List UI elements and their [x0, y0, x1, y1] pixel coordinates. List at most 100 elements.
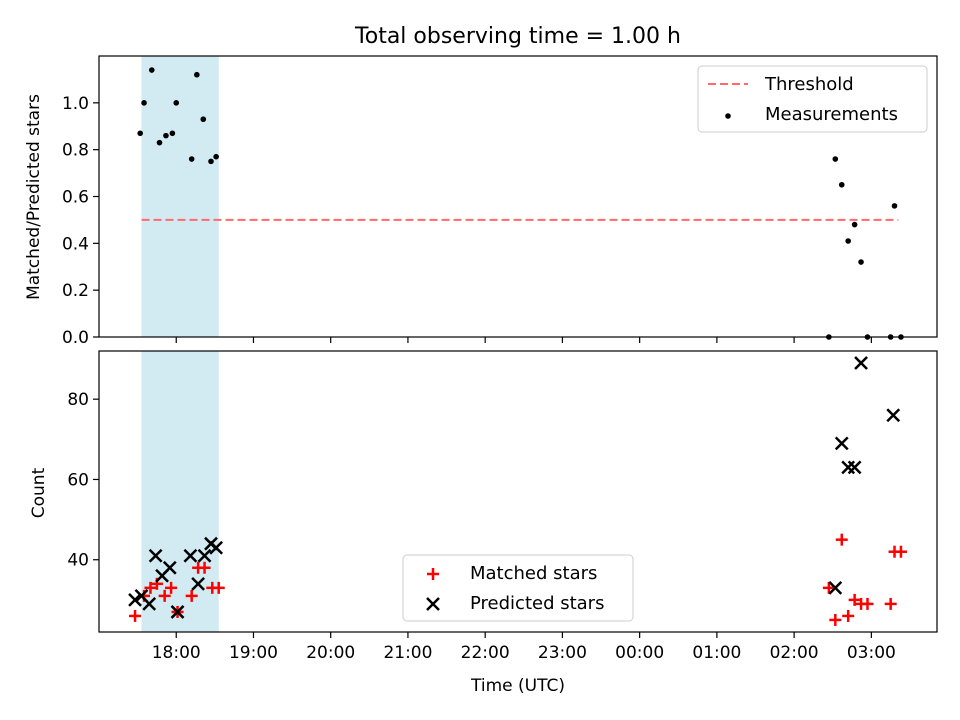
measurements-legend-label: Measurements: [765, 104, 898, 125]
predicted-stars-point-11-b: [209, 540, 224, 555]
predicted-stars-point-17-b: [886, 408, 901, 423]
top-legend-box: [697, 65, 928, 133]
predicted-stars-point-7: [183, 548, 198, 563]
predicted-stars-point-12-b: [828, 580, 843, 595]
predicted-stars-legend-label: Predicted stars: [470, 593, 604, 614]
x-tick-label-1: 19:00: [229, 643, 278, 663]
predicted-stars-point-9: [197, 548, 212, 563]
measurements-point-16: [851, 221, 858, 228]
top-y-tick-label-0: 0.0: [62, 328, 89, 348]
matched-stars-point-21: [894, 545, 907, 558]
predicted-stars-point-13-b: [834, 436, 849, 451]
matched-stars-point-0: [129, 609, 142, 622]
predicted-stars-point-3: [148, 548, 163, 563]
matched-stars-point-14: [835, 533, 848, 546]
matched-stars-point-7: [185, 589, 198, 602]
measurements-point-0: [137, 130, 143, 137]
measurements-point-10: [208, 158, 214, 165]
x-tick-label-2: 20:00: [306, 643, 355, 663]
top-observing-span: [141, 56, 219, 337]
bottom-y-axis-label: Count: [29, 467, 49, 518]
predicted-stars-point-5: [162, 560, 177, 575]
matched-stars-point-16: [848, 593, 861, 606]
measurements-point-6: [173, 100, 180, 106]
predicted-stars-point-8: [191, 576, 206, 591]
measurements-point-14: [838, 181, 845, 188]
predicted-stars-point-2-b: [142, 597, 157, 611]
matched-stars-point-5: [165, 581, 178, 594]
predicted-stars-point-12: [828, 580, 843, 595]
predicted-stars-point-16: [854, 356, 868, 370]
x-tick-label-3: 21:00: [383, 643, 432, 663]
predicted-stars-point-0-b: [128, 593, 142, 607]
x-tick-label-7: 01:00: [692, 643, 741, 663]
x-tick-label-0: 18:00: [152, 643, 201, 663]
top-y-tick-label-3: 0.6: [62, 188, 89, 208]
bottom-y-tick-label-1: 60: [67, 470, 89, 490]
bottom-legend: Matched stars Predicted stars: [402, 554, 634, 622]
matched-stars-legend-swatch: [427, 568, 439, 580]
x-tick-label-4: 22:00: [461, 643, 510, 663]
measurements-point-9: [200, 116, 207, 123]
predicted-stars-point-13: [834, 436, 849, 451]
matched-stars-point-9: [198, 561, 211, 574]
bottom-axes-frame: [98, 350, 938, 633]
measurements-point-7: [188, 156, 195, 162]
predicted-stars-point-15: [847, 460, 862, 475]
measurements-point-1: [141, 100, 147, 106]
measurements-point-17: [858, 259, 864, 265]
top-y-tick-label-5: 1.0: [62, 94, 89, 114]
measurements-point-8: [194, 71, 200, 78]
bottom-legend-box: [402, 554, 634, 622]
predicted-stars-point-5-b: [162, 560, 177, 575]
predicted-stars-point-2: [142, 597, 157, 611]
predicted-stars-point-3-b: [148, 548, 163, 563]
matched-stars-point-4: [158, 589, 171, 602]
top-plot-area: 0.0 0.2 0.4 0.6 0.8 1.0: [62, 55, 938, 348]
x-tick-label-6: 00:00: [615, 643, 664, 663]
matched-stars-point-11: [212, 581, 225, 594]
matched-stars-point-2: [144, 581, 157, 594]
matched-stars-point-15: [842, 609, 855, 622]
predicted-stars-point-15-b: [847, 460, 862, 475]
predicted-stars-legend-swatch: [426, 597, 440, 611]
matched-stars-point-19: [884, 597, 897, 610]
measurements-point-13: [832, 156, 839, 162]
x-axis-label: Time (UTC): [470, 676, 565, 696]
top-y-tick-label-1: 0.2: [62, 281, 89, 301]
bottom-y-tick-label-2: 80: [67, 390, 89, 410]
predicted-stars-point-11: [209, 540, 224, 555]
bottom-panel: 40 60 80 18:00 19:00 20:00 21:00 22:00 23:00 00:0…: [29, 350, 938, 696]
measurements-point-11: [213, 153, 219, 160]
top-panel: 0.0 0.2 0.4 0.6 0.8 1.0 Matched/Predicted sta…: [24, 55, 938, 348]
predicted-stars-point-17: [886, 408, 901, 423]
matched-stars-point-18: [861, 597, 874, 610]
measurements-point-2: [148, 67, 155, 73]
measurements-point-5: [169, 130, 176, 137]
bottom-observing-span: [141, 351, 219, 632]
predicted-stars-point-8-b: [191, 576, 206, 591]
top-y-tick-label-2: 0.4: [62, 234, 89, 254]
bottom-plot-area: 40 60 80 18:00 19:00 20:00 21:00 22:00 23:00 00:0…: [67, 350, 938, 663]
measurements-legend-swatch: [725, 113, 731, 119]
top-legend: Threshold Measurements: [697, 65, 928, 133]
predicted-stars-point-16-b: [854, 356, 868, 370]
threshold-legend-label: Threshold: [764, 74, 854, 95]
predicted-stars-point-7-b: [183, 548, 198, 563]
top-y-axis-label: Matched/Predicted stars: [24, 94, 44, 300]
matched-stars-point-13: [829, 613, 842, 626]
top-y-tick-label-4: 0.8: [62, 141, 89, 161]
measurements-point-3: [156, 139, 163, 146]
predicted-stars-point-1-b: [134, 588, 149, 603]
predicted-stars-point-6: [170, 605, 185, 619]
predicted-stars-point-9-b: [197, 548, 212, 563]
predicted-stars-point-0: [128, 593, 142, 607]
predicted-stars-point-6-b: [170, 605, 185, 619]
bottom-y-tick-label-0: 40: [67, 551, 89, 571]
figure-title: Total observing time = 1.00 h: [354, 24, 681, 49]
matched-stars-legend-label: Matched stars: [470, 563, 597, 584]
x-tick-label-8: 02:00: [770, 643, 819, 663]
x-tick-label-5: 23:00: [538, 643, 587, 663]
measurements-point-20: [891, 203, 898, 209]
